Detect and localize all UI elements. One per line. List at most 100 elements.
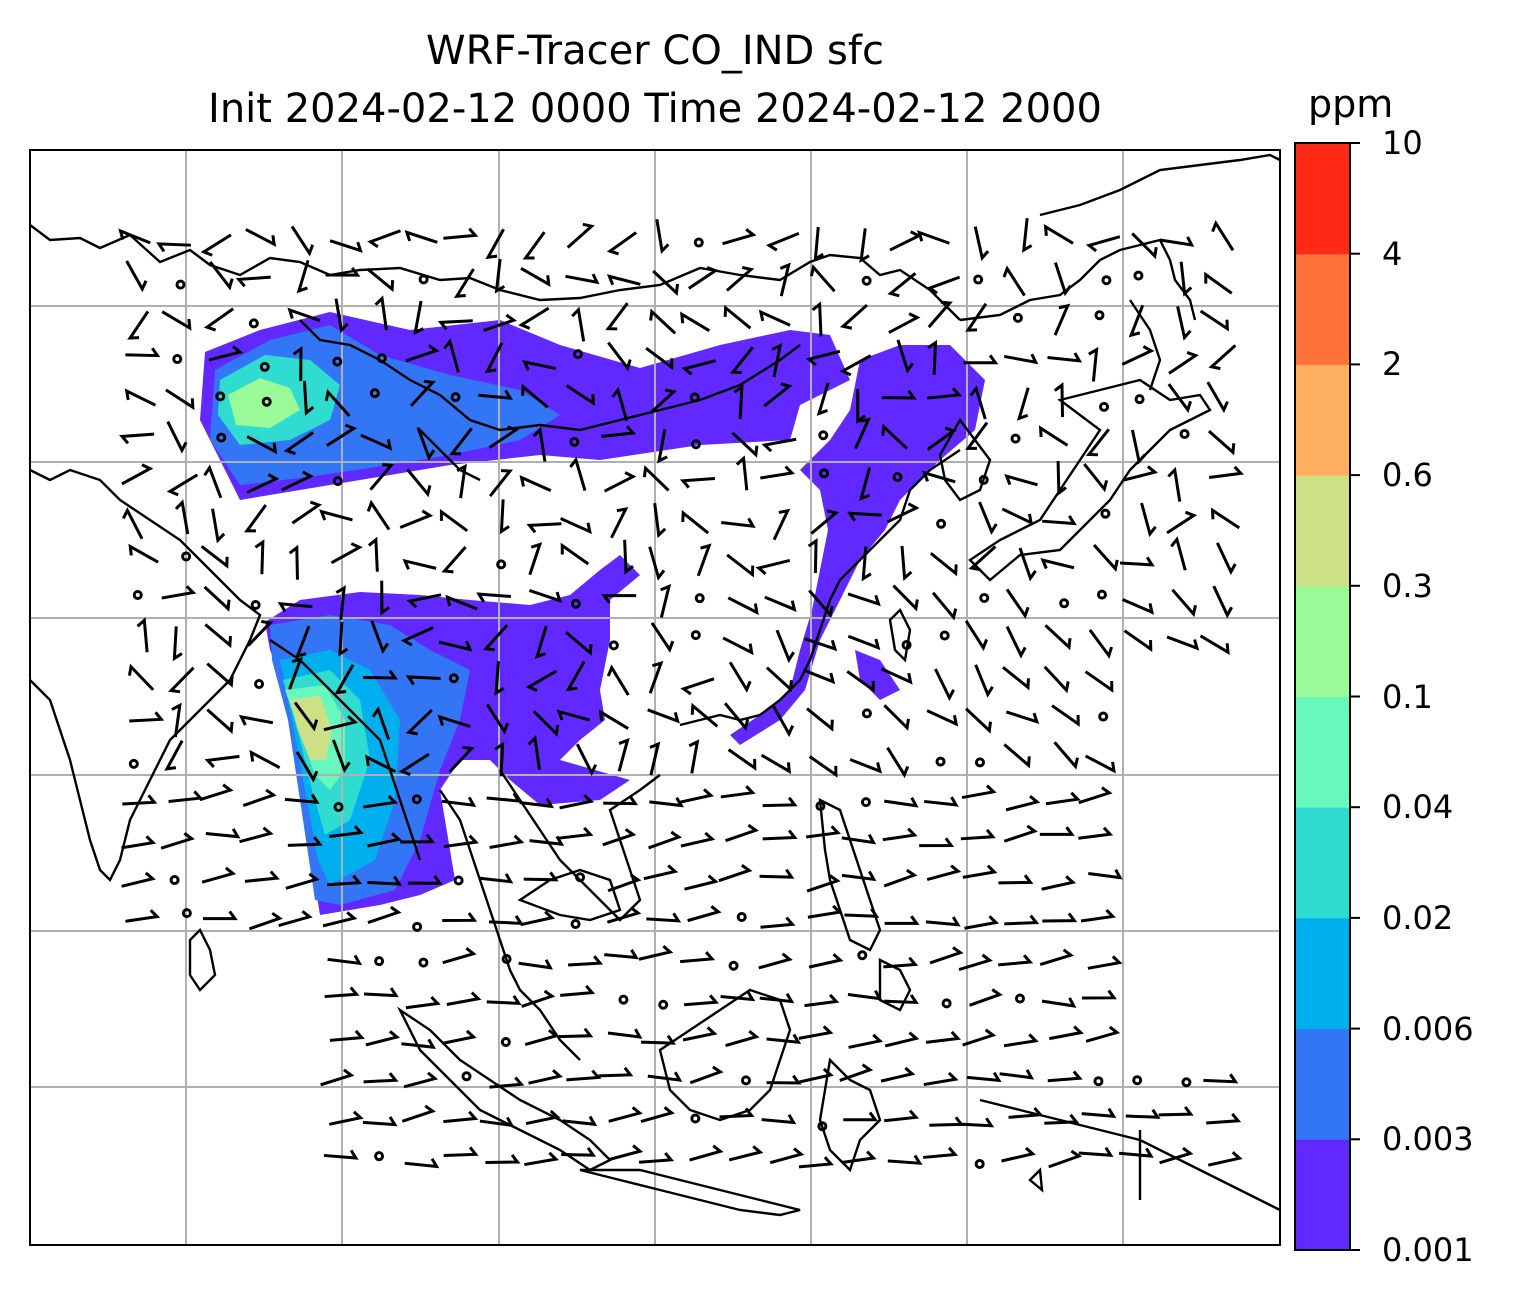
calm-wind-marker: [369, 388, 380, 399]
wind-barbs: [118, 218, 1244, 1169]
wind-barb: [136, 617, 149, 653]
wind-barb: [805, 825, 842, 839]
wind-barb: [603, 795, 639, 806]
wind-barb: [400, 626, 434, 647]
wind-barb: [771, 343, 783, 378]
wind-barb: [805, 349, 841, 367]
calm-wind-marker: [1014, 993, 1025, 1004]
wind-barb: [485, 1153, 521, 1164]
calm-wind-marker: [333, 801, 344, 812]
calm-wind-marker: [608, 640, 619, 651]
map-area: [30, 150, 1280, 1245]
wind-barb: [847, 634, 881, 651]
wind-barb: [653, 503, 667, 539]
calm-wind-marker: [450, 392, 461, 403]
wind-barb: [365, 1030, 401, 1047]
calm-wind-marker: [1100, 508, 1111, 519]
wind-barb: [659, 583, 672, 618]
wind-barb: [760, 916, 796, 929]
wind-barb: [1170, 536, 1187, 571]
wind-barb: [762, 796, 798, 808]
wind-barb: [489, 1076, 525, 1089]
calm-wind-marker: [740, 1075, 751, 1086]
wind-barb: [125, 909, 161, 923]
wind-barb: [772, 508, 791, 541]
wind-barb: [437, 319, 473, 331]
calm-wind-marker: [693, 237, 704, 248]
wind-barb: [243, 504, 267, 533]
wind-barb: [518, 959, 553, 970]
wind-barb: [606, 664, 630, 696]
wind-barb: [1123, 465, 1159, 482]
wind-barb: [807, 904, 843, 919]
wind-barb: [962, 1028, 997, 1047]
wind-barb: [1210, 507, 1241, 530]
wind-barb: [720, 990, 756, 1002]
wind-barb: [602, 828, 637, 847]
wind-barb: [558, 1027, 594, 1039]
wind-barb: [329, 239, 363, 253]
wind-barb: [1005, 625, 1027, 659]
wind-barb: [532, 426, 547, 462]
calm-wind-marker: [374, 1151, 385, 1162]
colorbar-segment: [1295, 585, 1350, 697]
wind-barb: [884, 994, 919, 1005]
wind-barb: [523, 871, 559, 882]
wind-barb: [725, 823, 760, 843]
wind-barb: [1207, 1151, 1243, 1167]
wind-barb: [238, 714, 274, 726]
calm-wind-marker: [860, 797, 871, 808]
wind-barb: [964, 915, 1000, 930]
wind-barb: [1088, 869, 1123, 880]
wind-barb: [758, 309, 791, 327]
wind-barb: [565, 273, 600, 285]
calm-wind-marker: [570, 919, 581, 930]
wind-barb: [927, 387, 963, 400]
colorbar-tick-label: 0.003: [1382, 1120, 1474, 1159]
wind-barb: [277, 602, 313, 613]
wind-barb: [202, 910, 238, 921]
wind-barb: [969, 385, 987, 420]
wind-barb: [288, 544, 299, 580]
wind-barb: [763, 382, 793, 408]
wind-barb: [1207, 429, 1236, 456]
calm-wind-marker: [974, 757, 985, 768]
wind-barb: [680, 831, 716, 848]
wind-barb: [520, 266, 551, 287]
wind-barb: [816, 382, 830, 416]
wind-barb: [482, 313, 518, 332]
wind-barb: [839, 303, 868, 330]
wind-barb: [1179, 261, 1193, 297]
wind-barb: [362, 1116, 398, 1127]
wind-barb: [328, 1110, 364, 1126]
calm-wind-marker: [974, 1158, 985, 1169]
wind-barb: [999, 1069, 1035, 1080]
wind-barb: [1208, 465, 1244, 479]
wind-barb: [683, 994, 720, 1007]
wind-barb: [172, 626, 183, 662]
calm-wind-marker: [169, 875, 180, 886]
wind-barb: [963, 354, 999, 365]
wind-barb: [566, 222, 595, 249]
wind-barb: [235, 275, 271, 288]
wind-barb: [883, 956, 919, 969]
wind-barb: [291, 500, 323, 525]
wind-barb: [617, 737, 630, 772]
wind-barb: [965, 302, 988, 332]
calm-wind-marker: [332, 356, 343, 367]
wind-barb: [204, 754, 240, 768]
wind-barb: [121, 507, 144, 540]
wind-barb: [1206, 381, 1229, 414]
wind-barb: [887, 1154, 923, 1165]
calm-wind-marker: [250, 599, 261, 610]
calm-wind-marker: [1098, 711, 1109, 722]
wind-barb: [689, 1065, 724, 1085]
wind-barb: [1003, 743, 1031, 769]
wind-barb: [926, 864, 962, 882]
wind-barb: [558, 826, 594, 840]
wind-barb: [171, 702, 182, 738]
wind-barb: [456, 463, 467, 499]
wind-barb: [561, 1146, 597, 1157]
wind-barb: [731, 431, 759, 458]
wind-barb: [1125, 1108, 1161, 1119]
